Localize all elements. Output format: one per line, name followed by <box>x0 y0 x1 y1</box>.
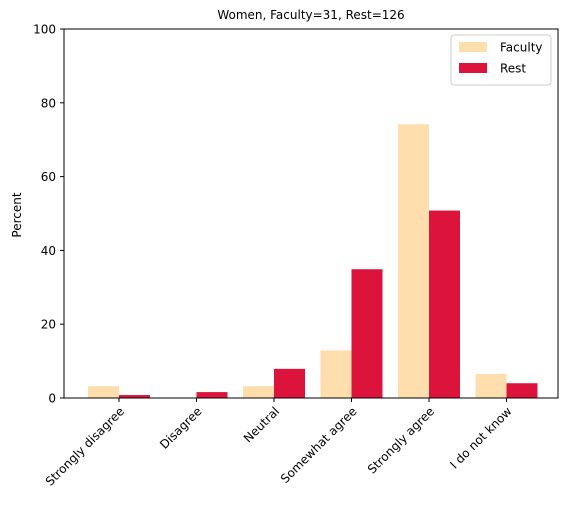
y-tick-label: 100 <box>33 23 56 37</box>
y-axis-ticks: 0 20 40 60 80 100 <box>33 23 64 406</box>
x-tick-label: Strongly disagree <box>43 404 127 488</box>
x-tick-label: Strongly agree <box>365 404 437 476</box>
bar-rest-3 <box>352 269 383 398</box>
legend-swatch-rest <box>459 63 487 73</box>
chart-title: Women, Faculty=31, Rest=126 <box>217 8 404 22</box>
bar-rest-2 <box>274 369 305 398</box>
y-tick-label: 60 <box>41 170 56 184</box>
y-tick-label: 20 <box>41 318 56 332</box>
bars-layer <box>88 124 538 398</box>
bar-rest-4 <box>429 211 460 398</box>
y-tick-label: 0 <box>48 392 56 406</box>
bar-rest-1 <box>197 392 228 398</box>
bar-faculty-2 <box>243 386 274 398</box>
y-tick-label: 40 <box>41 244 56 258</box>
legend-label-rest: Rest <box>500 62 526 76</box>
x-axis-ticks: Strongly disagree Disagree NeutralSomewhat… <box>43 398 515 489</box>
x-tick-label: I do not know <box>447 404 515 472</box>
legend-label-faculty: Faculty <box>500 41 543 55</box>
legend-swatch-faculty <box>459 42 487 52</box>
bar-faculty-5 <box>476 374 507 398</box>
bar-rest-5 <box>507 383 538 398</box>
x-tick-label: Somewhat agree <box>278 404 360 486</box>
bar-faculty-4 <box>398 124 429 398</box>
y-axis-label: Percent <box>10 192 24 237</box>
x-tick-label: Neutral <box>241 404 282 445</box>
bar-faculty-0 <box>88 386 119 398</box>
y-tick-label: 80 <box>41 96 56 110</box>
x-tick-label: Disagree <box>157 404 205 452</box>
legend: Faculty Rest <box>451 35 551 85</box>
bar-faculty-3 <box>321 350 352 398</box>
